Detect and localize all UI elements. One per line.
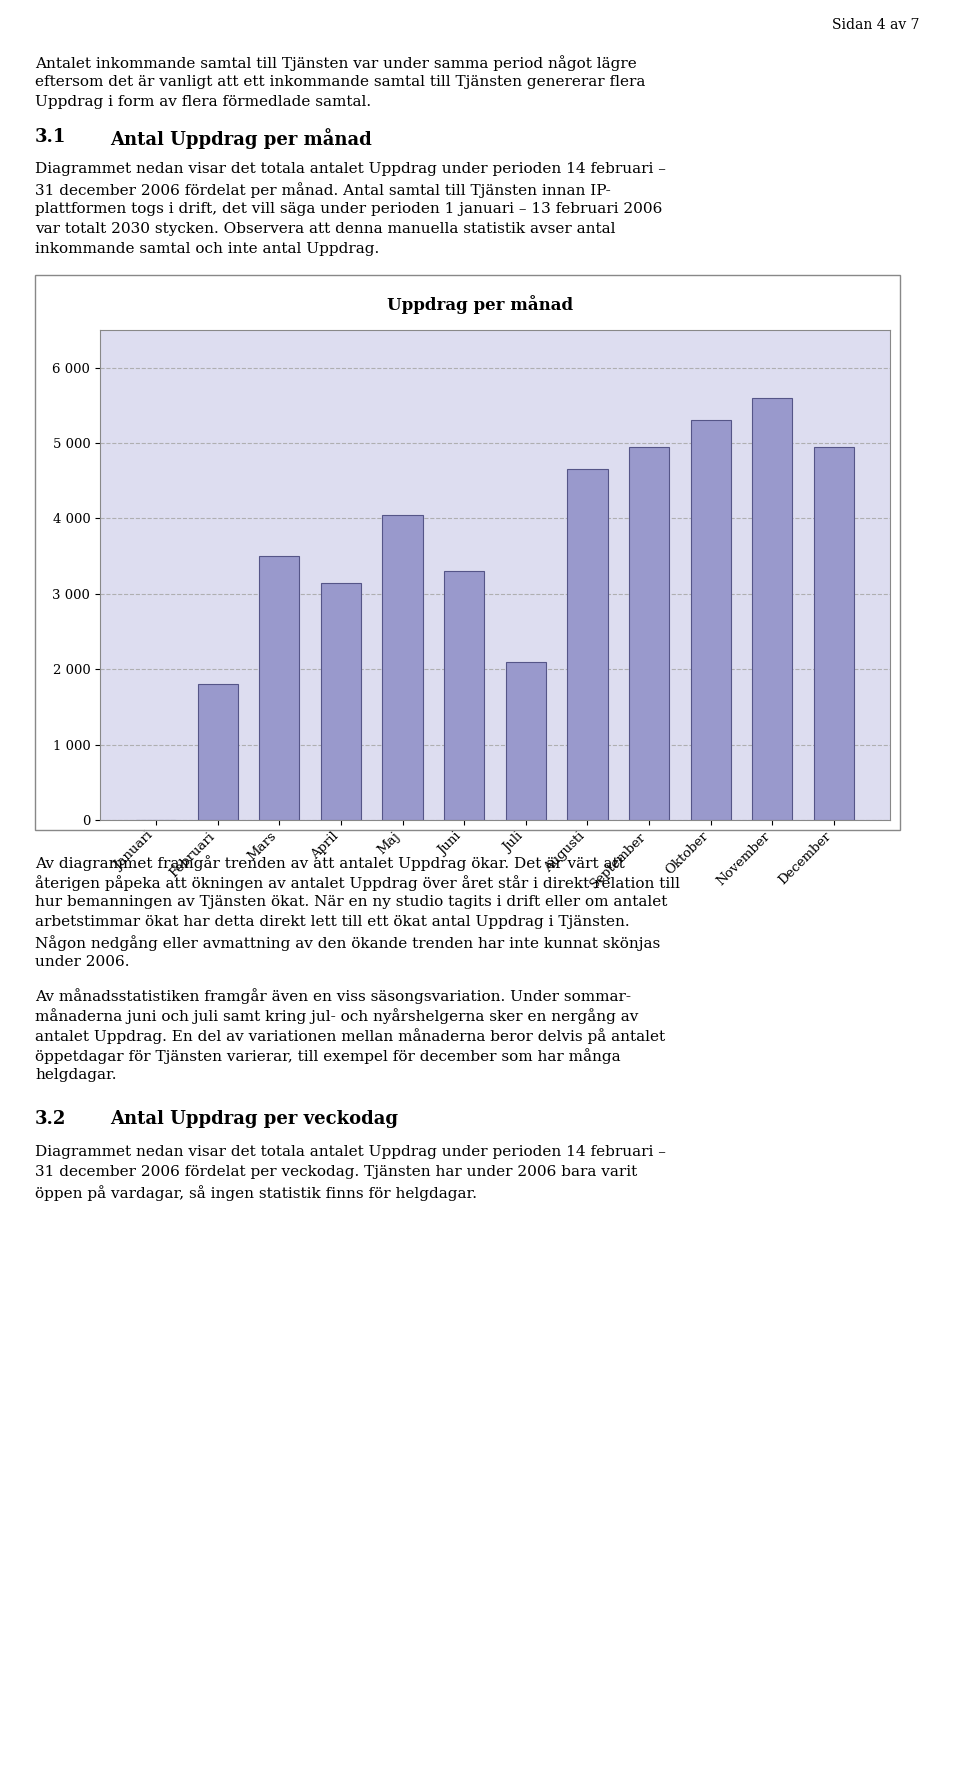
Text: Antalet inkommande samtal till Tjänsten var under samma period något lägre: Antalet inkommande samtal till Tjänsten … <box>35 55 636 71</box>
Bar <box>814 446 854 820</box>
Bar <box>506 662 546 820</box>
Text: öppen på vardagar, så ingen statistik finns för helgdagar.: öppen på vardagar, så ingen statistik fi… <box>35 1185 477 1201</box>
Text: hur bemanningen av Tjänsten ökat. När en ny studio tagits i drift eller om antal: hur bemanningen av Tjänsten ökat. När en… <box>35 894 667 909</box>
Text: eftersom det är vanligt att ett inkommande samtal till Tjänsten genererar flera: eftersom det är vanligt att ett inkomman… <box>35 74 645 89</box>
Text: 31 december 2006 fördelat per månad. Antal samtal till Tjänsten innan IP-: 31 december 2006 fördelat per månad. Ant… <box>35 182 611 198</box>
Text: Antal Uppdrag per månad: Antal Uppdrag per månad <box>110 128 372 149</box>
Text: Uppdrag per månad: Uppdrag per månad <box>387 296 573 313</box>
Text: antalet Uppdrag. En del av variationen mellan månaderna beror delvis på antalet: antalet Uppdrag. En del av variationen m… <box>35 1027 665 1043</box>
Bar <box>691 420 731 820</box>
Bar <box>321 583 361 820</box>
Text: månaderna juni och juli samt kring jul- och nyårshelgerna sker en nergång av: månaderna juni och juli samt kring jul- … <box>35 1008 638 1024</box>
Text: Diagrammet nedan visar det totala antalet Uppdrag under perioden 14 februari –: Diagrammet nedan visar det totala antale… <box>35 1146 666 1158</box>
Text: Uppdrag i form av flera förmedlade samtal.: Uppdrag i form av flera förmedlade samta… <box>35 96 372 110</box>
Text: inkommande samtal och inte antal Uppdrag.: inkommande samtal och inte antal Uppdrag… <box>35 243 379 257</box>
Text: återigen påpeka att ökningen av antalet Uppdrag över året står i direkt relation: återigen påpeka att ökningen av antalet … <box>35 875 680 891</box>
Text: Sidan 4 av 7: Sidan 4 av 7 <box>832 18 920 32</box>
Bar <box>382 515 422 820</box>
Text: Antal Uppdrag per veckodag: Antal Uppdrag per veckodag <box>110 1110 398 1128</box>
Bar <box>753 398 792 820</box>
Text: 3.2: 3.2 <box>35 1110 66 1128</box>
Text: var totalt 2030 stycken. Observera att denna manuella statistik avser antal: var totalt 2030 stycken. Observera att d… <box>35 221 615 236</box>
Bar <box>198 684 238 820</box>
Text: Någon nedgång eller avmattning av den ökande trenden har inte kunnat skönjas: Någon nedgång eller avmattning av den ök… <box>35 935 660 951</box>
Text: 31 december 2006 fördelat per veckodag. Tjänsten har under 2006 bara varit: 31 december 2006 fördelat per veckodag. … <box>35 1165 637 1179</box>
Text: Av månadsstatistiken framgår även en viss säsongsvariation. Under sommar-: Av månadsstatistiken framgår även en vis… <box>35 988 631 1004</box>
Bar <box>444 572 484 820</box>
Bar <box>629 446 669 820</box>
Text: öppetdagar för Tjänsten varierar, till exempel för december som har många: öppetdagar för Tjänsten varierar, till e… <box>35 1048 620 1064</box>
Bar <box>259 556 300 820</box>
Text: 3.1: 3.1 <box>35 128 66 145</box>
Text: Diagrammet nedan visar det totala antalet Uppdrag under perioden 14 februari –: Diagrammet nedan visar det totala antale… <box>35 161 666 175</box>
Bar <box>567 469 608 820</box>
Text: under 2006.: under 2006. <box>35 955 130 969</box>
Text: plattformen togs i drift, det vill säga under perioden 1 januari – 13 februari 2: plattformen togs i drift, det vill säga … <box>35 202 662 216</box>
Text: helgdagar.: helgdagar. <box>35 1068 116 1082</box>
Text: arbetstimmar ökat har detta direkt lett till ett ökat antal Uppdrag i Tjänsten.: arbetstimmar ökat har detta direkt lett … <box>35 916 630 930</box>
Text: Av diagrammet framgår trenden av att antalet Uppdrag ökar. Det är värt att: Av diagrammet framgår trenden av att ant… <box>35 855 625 871</box>
